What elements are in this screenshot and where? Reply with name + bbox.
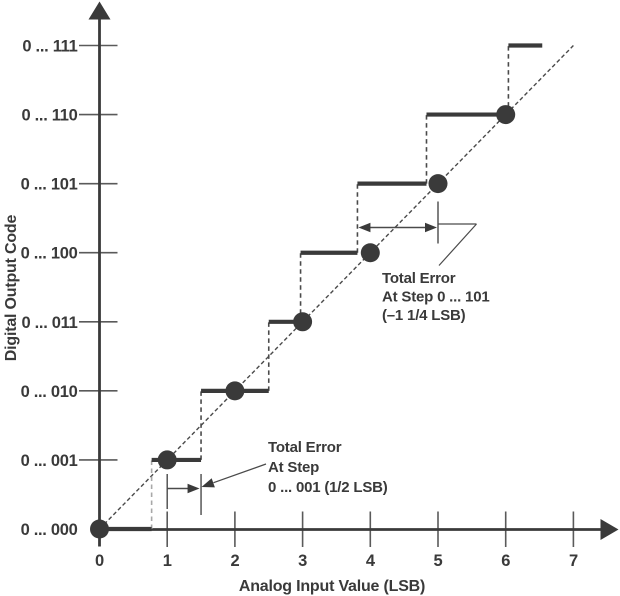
code-center-dot	[90, 519, 109, 539]
y-code-label: 0 ... 011	[21, 314, 77, 332]
x-tick-label: 7	[569, 552, 578, 570]
y-code-label: 0 ... 001	[21, 452, 78, 470]
x-tick-label: 0	[95, 552, 104, 570]
annotation-text-line: (–1 1/4 LSB)	[382, 307, 466, 324]
measure-arrowhead-icon	[187, 483, 200, 494]
plot-area: 0 ... 000 0 ... 001 0 ... 010 0 ... 011 0 ..…	[21, 1, 619, 570]
x-tick-label: 6	[501, 552, 510, 570]
annotation-text-line: Total Error	[268, 439, 342, 456]
measure-arrowhead-icon	[425, 222, 437, 233]
code-center-dot	[225, 381, 245, 401]
x-tick-label: 2	[230, 552, 239, 570]
x-tick-label: 5	[434, 552, 443, 570]
x-tick-label: 1	[163, 552, 172, 570]
annotation-text-line: 0 ... 001 (1/2 LSB)	[268, 479, 388, 496]
y-axis-title: Digital Output Code	[3, 214, 20, 361]
annotation-text-line: Total Error	[382, 270, 456, 287]
leader-line	[438, 223, 477, 266]
annotation-text-line: At Step	[268, 459, 319, 476]
y-code-label: 0 ... 010	[21, 383, 78, 401]
y-code-label: 0 ... 111	[22, 38, 77, 56]
y-code-label: 0 ... 000	[21, 521, 78, 539]
leader-line	[213, 463, 267, 484]
x-tick-label: 4	[366, 552, 376, 570]
code-center-dot	[360, 243, 380, 263]
y-axis-arrow-icon	[88, 1, 111, 20]
leader-arrowhead-icon	[201, 478, 215, 488]
code-center-dot	[157, 450, 177, 470]
x-tick-label: 3	[298, 552, 307, 570]
code-center-dot	[428, 174, 448, 194]
x-axis-arrow-icon	[600, 519, 619, 540]
y-code-label: 0 ... 101	[21, 176, 78, 194]
annotation-text-line: At Step 0 ... 101	[382, 289, 489, 306]
y-code-label: 0 ... 100	[21, 245, 78, 263]
x-axis-title: Analog Input Value (LSB)	[239, 578, 425, 595]
y-code-label: 0 ... 110	[21, 107, 77, 125]
measure-arrowhead-icon	[358, 222, 371, 233]
code-center-dot	[496, 105, 516, 125]
ideal-transfer-dashed-line	[99, 45, 574, 530]
code-center-dot	[293, 312, 313, 332]
